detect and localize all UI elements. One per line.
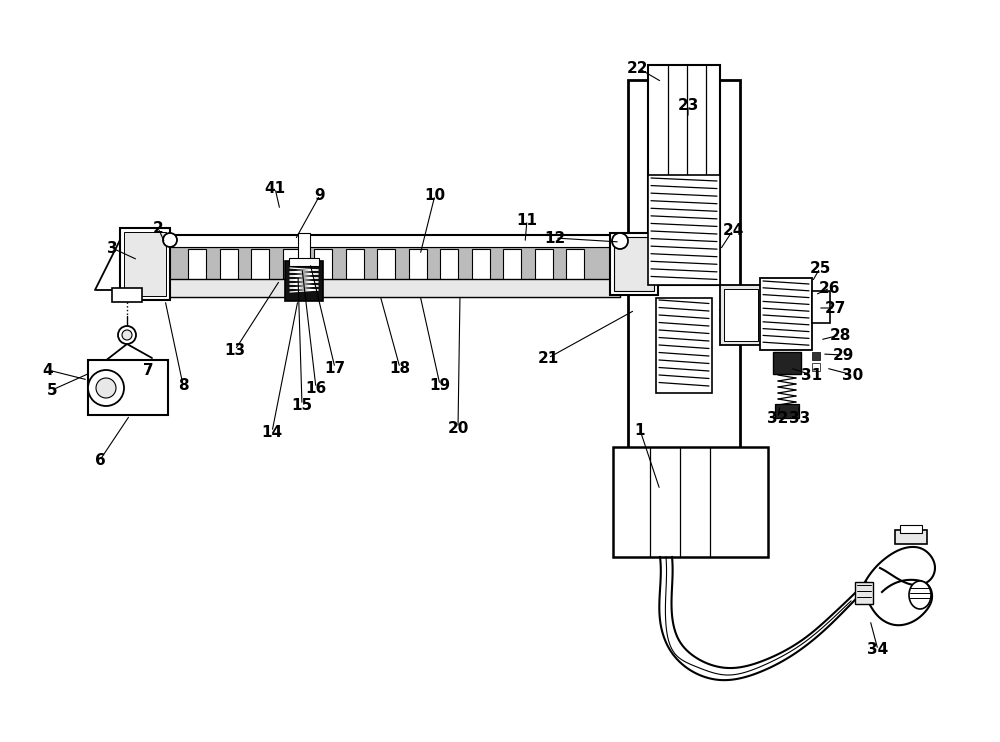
Circle shape: [163, 233, 177, 247]
Circle shape: [88, 370, 124, 406]
Bar: [112, 288, 142, 302]
Text: 22: 22: [627, 61, 649, 76]
Bar: [656, 298, 712, 393]
Bar: [409, 249, 427, 281]
Bar: [773, 352, 801, 374]
Circle shape: [96, 378, 116, 398]
Bar: [614, 237, 654, 291]
Text: 20: 20: [447, 421, 469, 436]
Bar: [895, 530, 927, 544]
Bar: [346, 249, 364, 281]
Text: 30: 30: [842, 367, 864, 382]
Text: 29: 29: [832, 347, 854, 363]
Text: 16: 16: [305, 381, 327, 395]
Circle shape: [612, 233, 628, 249]
Bar: [775, 404, 799, 418]
Text: 21: 21: [537, 350, 559, 366]
Bar: [472, 249, 490, 281]
Text: 25: 25: [809, 260, 831, 275]
Bar: [440, 249, 458, 281]
Bar: [298, 233, 310, 263]
Text: 32: 32: [767, 410, 789, 425]
Text: 26: 26: [819, 280, 841, 295]
Text: 10: 10: [424, 188, 446, 203]
Bar: [760, 278, 812, 350]
Bar: [188, 249, 206, 281]
Text: 18: 18: [389, 361, 411, 375]
Text: 5: 5: [47, 382, 57, 398]
Bar: [220, 249, 238, 281]
Text: 24: 24: [722, 223, 744, 237]
Text: 12: 12: [544, 231, 566, 246]
Bar: [720, 285, 762, 345]
Bar: [162, 237, 618, 295]
Text: 13: 13: [224, 343, 246, 358]
Text: 31: 31: [801, 367, 823, 382]
Text: 8: 8: [178, 378, 188, 393]
Bar: [566, 249, 584, 281]
Bar: [648, 175, 720, 285]
Bar: [377, 249, 395, 281]
Bar: [812, 363, 820, 371]
Text: 4: 4: [43, 363, 53, 378]
Bar: [900, 525, 922, 533]
Bar: [162, 237, 618, 247]
Text: 6: 6: [95, 453, 105, 467]
Bar: [648, 65, 720, 285]
Bar: [120, 228, 170, 300]
Text: 33: 33: [789, 410, 811, 425]
Circle shape: [118, 326, 136, 344]
Text: 2: 2: [153, 220, 163, 235]
Text: 3: 3: [107, 240, 117, 255]
Bar: [285, 261, 323, 301]
Text: 17: 17: [324, 361, 346, 375]
Ellipse shape: [909, 581, 931, 609]
Bar: [251, 249, 269, 281]
Bar: [160, 235, 620, 297]
Text: 9: 9: [315, 188, 325, 203]
Circle shape: [122, 330, 132, 340]
Text: 7: 7: [143, 363, 153, 378]
Text: 34: 34: [867, 643, 889, 657]
Text: 23: 23: [677, 97, 699, 113]
Bar: [503, 249, 521, 281]
Bar: [160, 279, 620, 297]
Bar: [124, 232, 166, 296]
Text: 28: 28: [829, 327, 851, 343]
Text: 14: 14: [261, 424, 283, 439]
Bar: [88, 360, 168, 415]
Bar: [628, 80, 740, 450]
Bar: [535, 249, 553, 281]
Bar: [855, 582, 873, 604]
Bar: [812, 352, 820, 360]
Text: 1: 1: [635, 422, 645, 438]
Text: 19: 19: [429, 378, 451, 393]
Bar: [610, 233, 658, 295]
Bar: [812, 291, 830, 323]
Text: 15: 15: [291, 398, 313, 413]
Bar: [613, 447, 768, 557]
Bar: [724, 289, 758, 341]
Bar: [314, 249, 332, 281]
Bar: [283, 249, 301, 281]
Text: 11: 11: [516, 212, 538, 228]
Bar: [289, 258, 319, 266]
Text: 41: 41: [264, 180, 286, 195]
Text: 27: 27: [824, 301, 846, 315]
